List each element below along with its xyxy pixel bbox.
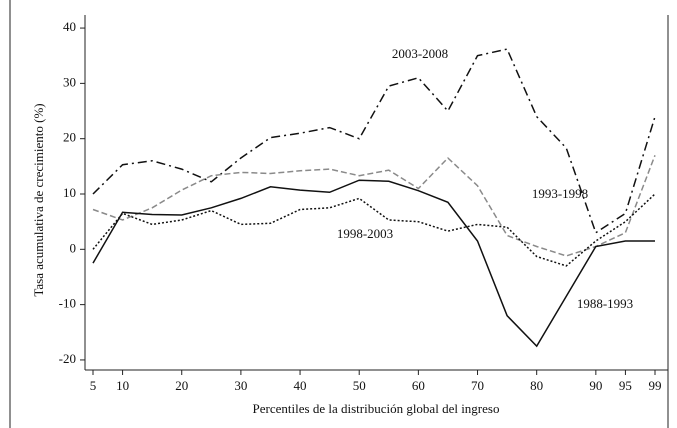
x-tick-label: 30 <box>234 378 247 393</box>
series-label: 1988-1993 <box>577 296 633 311</box>
x-tick-label: 80 <box>530 378 543 393</box>
x-tick-label: 10 <box>116 378 129 393</box>
y-tick-label: 40 <box>63 19 76 34</box>
y-tick-label: 20 <box>63 130 76 145</box>
x-tick-label: 20 <box>175 378 188 393</box>
series-label: 2003-2008 <box>392 46 448 61</box>
x-axis-label: Percentiles de la distribución global de… <box>253 401 500 416</box>
y-axis-label: Tasa acumulativa de crecimiento (%) <box>31 103 46 296</box>
x-tick-label: 70 <box>471 378 484 393</box>
series-line <box>92 193 656 267</box>
x-tick-label: 40 <box>294 378 307 393</box>
series-label: 1998-2003 <box>337 226 393 241</box>
x-tick-label: 99 <box>649 378 662 393</box>
series-line <box>92 48 656 234</box>
x-tick-label: 5 <box>90 378 97 393</box>
x-tick-label: 50 <box>353 378 366 393</box>
y-tick-label: -10 <box>59 296 76 311</box>
y-tick-label: 0 <box>70 240 77 255</box>
x-tick-label: 60 <box>412 378 425 393</box>
series-line <box>92 179 655 348</box>
y-tick-label: 10 <box>63 185 76 200</box>
x-tick-label: 95 <box>619 378 632 393</box>
series-line <box>92 155 656 257</box>
y-tick-label: -20 <box>59 351 76 366</box>
series-label: 1993-1998 <box>532 186 588 201</box>
y-tick-label: 30 <box>63 74 76 89</box>
x-tick-label: 90 <box>589 378 602 393</box>
